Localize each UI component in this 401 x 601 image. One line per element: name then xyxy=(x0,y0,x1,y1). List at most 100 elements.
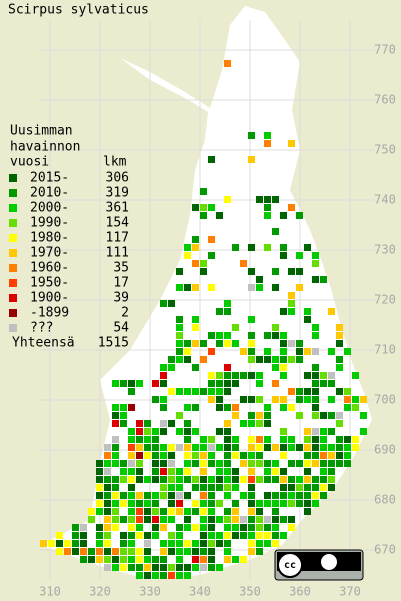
occurrence-square xyxy=(128,500,135,507)
occurrence-square xyxy=(144,508,151,515)
occurrence-square xyxy=(240,260,247,267)
occurrence-square xyxy=(328,484,335,491)
occurrence-square xyxy=(240,460,247,467)
occurrence-square xyxy=(176,556,183,563)
legend-swatch xyxy=(9,174,17,182)
occurrence-square xyxy=(256,508,263,515)
occurrence-square xyxy=(304,444,311,451)
legend-label: 2000- xyxy=(30,201,69,216)
occurrence-square xyxy=(272,500,279,507)
occurrence-square xyxy=(336,436,343,443)
occurrence-square xyxy=(128,516,135,523)
occurrence-square xyxy=(160,372,167,379)
occurrence-square xyxy=(336,412,343,419)
occurrence-square xyxy=(304,308,311,315)
occurrence-square xyxy=(264,500,271,507)
occurrence-square xyxy=(208,396,215,403)
occurrence-square xyxy=(152,428,159,435)
occurrence-square xyxy=(192,204,199,211)
occurrence-square xyxy=(208,500,215,507)
occurrence-square xyxy=(272,516,279,523)
occurrence-square xyxy=(328,412,335,419)
occurrence-square xyxy=(168,540,175,547)
occurrence-square xyxy=(240,452,247,459)
occurrence-square xyxy=(184,436,191,443)
occurrence-square xyxy=(192,556,199,563)
occurrence-square xyxy=(224,468,231,475)
occurrence-square xyxy=(104,492,111,499)
occurrence-square xyxy=(136,452,143,459)
occurrence-square xyxy=(248,348,255,355)
occurrence-square xyxy=(288,436,295,443)
occurrence-square xyxy=(272,364,279,371)
occurrence-square xyxy=(208,532,215,539)
occurrence-square xyxy=(88,556,95,563)
occurrence-square xyxy=(136,444,143,451)
occurrence-square xyxy=(280,444,287,451)
license-badge[interactable]: cc xyxy=(274,549,364,581)
occurrence-square xyxy=(304,500,311,507)
occurrence-square xyxy=(232,324,239,331)
occurrence-square xyxy=(352,404,359,411)
occurrence-square xyxy=(152,444,159,451)
occurrence-square xyxy=(120,404,127,411)
occurrence-square xyxy=(120,412,127,419)
occurrence-square xyxy=(312,428,319,435)
occurrence-square xyxy=(328,380,335,387)
occurrence-square xyxy=(160,460,167,467)
occurrence-square xyxy=(304,388,311,395)
occurrence-square xyxy=(200,460,207,467)
x-label: 370 xyxy=(339,585,361,599)
occurrence-square xyxy=(232,476,239,483)
occurrence-square xyxy=(96,460,103,467)
occurrence-square xyxy=(208,444,215,451)
occurrence-square xyxy=(192,540,199,547)
occurrence-square xyxy=(192,404,199,411)
occurrence-square xyxy=(280,500,287,507)
occurrence-square xyxy=(240,372,247,379)
occurrence-square xyxy=(304,452,311,459)
occurrence-square xyxy=(208,460,215,467)
occurrence-square xyxy=(160,540,167,547)
occurrence-square xyxy=(112,412,119,419)
occurrence-square xyxy=(264,244,271,251)
occurrence-square xyxy=(200,556,207,563)
legend-swatch xyxy=(9,204,17,212)
occurrence-square xyxy=(160,452,167,459)
occurrence-square xyxy=(256,412,263,419)
occurrence-square xyxy=(192,508,199,515)
occurrence-square xyxy=(152,532,159,539)
occurrence-square xyxy=(96,524,103,531)
occurrence-square xyxy=(216,404,223,411)
occurrence-square xyxy=(104,532,111,539)
occurrence-square xyxy=(144,532,151,539)
occurrence-square xyxy=(184,460,191,467)
occurrence-square xyxy=(176,524,183,531)
legend-heading: havainnon xyxy=(10,140,80,155)
legend-count: 39 xyxy=(113,291,129,306)
occurrence-square xyxy=(312,276,319,283)
occurrence-square xyxy=(224,556,231,563)
occurrence-square xyxy=(224,428,231,435)
occurrence-square xyxy=(232,372,239,379)
occurrence-square xyxy=(200,540,207,547)
occurrence-square xyxy=(112,460,119,467)
occurrence-square xyxy=(248,396,255,403)
occurrence-square xyxy=(208,492,215,499)
occurrence-square xyxy=(248,156,255,163)
occurrence-square xyxy=(248,316,255,323)
occurrence-square xyxy=(216,468,223,475)
occurrence-square xyxy=(312,492,319,499)
legend-heading: Uusimman xyxy=(10,124,73,139)
occurrence-square xyxy=(248,524,255,531)
occurrence-square xyxy=(240,492,247,499)
occurrence-square xyxy=(240,420,247,427)
occurrence-square xyxy=(264,140,271,147)
occurrence-square xyxy=(128,436,135,443)
occurrence-square xyxy=(104,540,111,547)
occurrence-square xyxy=(176,508,183,515)
occurrence-square xyxy=(192,484,199,491)
occurrence-square xyxy=(200,484,207,491)
occurrence-square xyxy=(176,564,183,571)
occurrence-square xyxy=(256,516,263,523)
